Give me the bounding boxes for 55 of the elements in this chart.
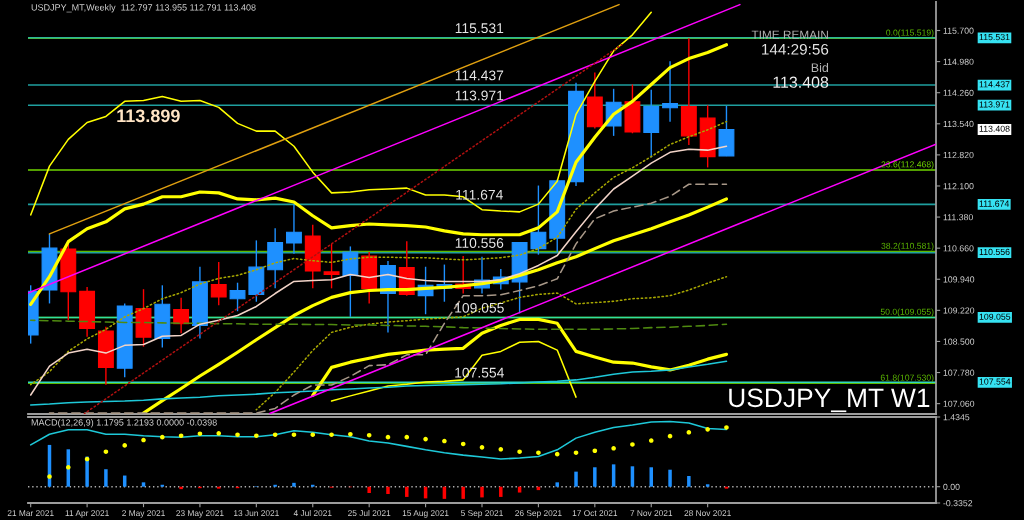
y-tick-label: 107.780 <box>943 369 975 376</box>
x-tick-label: 17 Oct 2021 <box>572 510 618 517</box>
x-tick-label: 7 Nov 2021 <box>630 510 673 517</box>
y-tick-label: 114.980 <box>943 58 974 65</box>
x-tick-label: 23 May 2021 <box>176 510 224 518</box>
annotation: 113.899 <box>117 109 180 123</box>
ref-line-label: 61.8(107.530) <box>880 374 934 383</box>
x-tick-label: 13 Jun 2021 <box>234 510 279 517</box>
y-tick-label: 114.260 <box>943 89 974 96</box>
chart-title: MACD(12,26,9) 1.1795 1.2193 0.0000 -0.0398 <box>31 419 217 428</box>
y-tick-label: 115.700 <box>943 27 974 34</box>
ref-line-label: 111.674 <box>456 189 503 200</box>
text: 113.408 <box>979 125 1010 132</box>
x-tick-label: 5 Sep 2021 <box>461 510 503 518</box>
x-tick-label: 2 May 2021 <box>122 510 165 518</box>
x-tick-label: 28 Nov 2021 <box>684 510 731 517</box>
text: 113.971 <box>979 101 1010 108</box>
y-tick-label: 108.500 <box>943 338 975 345</box>
x-tick-label: 15 Aug 2021 <box>402 510 449 518</box>
y-tick-label: 109.940 <box>943 276 975 283</box>
y-tick-label: 113.540 <box>943 120 974 128</box>
y-tick-label: 109.220 <box>943 307 975 314</box>
x-tick-label: 21 Mar 2021 <box>7 510 54 517</box>
y-tick-label: 112.100 <box>943 183 974 190</box>
ref-line-label: 50.0(109.055) <box>880 308 934 317</box>
ref-line-label: 110.556 <box>455 238 504 248</box>
text: 111.674 <box>979 200 1010 207</box>
annotation: Bid <box>811 62 829 73</box>
y-tick-label: 110.660 <box>943 245 974 252</box>
annotation: TIME REMAIN <box>751 30 828 39</box>
x-tick-label: 26 Sep 2021 <box>515 510 562 518</box>
text: 115.531 <box>979 33 1010 41</box>
ref-line-label: 115.531 <box>455 23 504 34</box>
y-tick-label: 0.00 <box>943 483 960 490</box>
ref-line-label: 0.0(115.519) <box>886 29 934 38</box>
x-tick-label: 4 Jul 2021 <box>293 509 332 517</box>
text: 114.437 <box>979 81 1010 88</box>
ref-line-label: 113.971 <box>455 90 504 101</box>
y-tick-label: 112.820 <box>943 151 974 159</box>
ref-line-label: 114.437 <box>455 70 504 81</box>
annotation: 144:29:56 <box>762 43 829 55</box>
y-tick-label: 1.4345 <box>943 414 970 421</box>
annotation: 113.408 <box>773 76 829 88</box>
text: 107.554 <box>979 378 1011 385</box>
chart-title: USDJPY_MT,Weekly 112.797 113.955 112.791 113.408 <box>31 4 256 13</box>
annotation: USDJPY_MT W1 <box>729 388 930 413</box>
y-tick-label: -0.3352 <box>943 500 973 507</box>
text: 110.556 <box>979 248 1010 255</box>
x-tick-label: 25 Jul 2021 <box>348 509 391 517</box>
y-tick-label: 107.060 <box>943 400 975 407</box>
ref-line-label: 23.6(112.468) <box>881 161 934 170</box>
x-tick-label: 11 Apr 2021 <box>65 510 109 518</box>
y-tick-label: 111.380 <box>943 214 973 221</box>
ref-line-label: 38.2(110.581) <box>881 242 934 251</box>
text: 109.055 <box>979 313 1011 320</box>
